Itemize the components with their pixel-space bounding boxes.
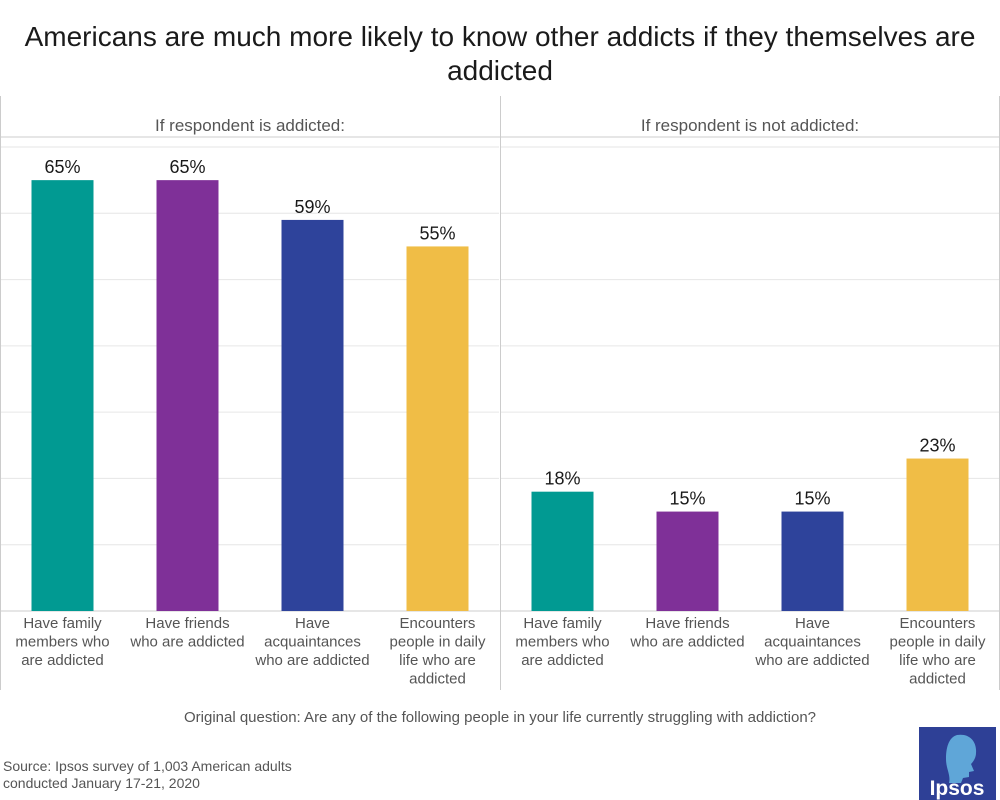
bar bbox=[31, 180, 94, 611]
category-label: Have acquaintances who are addicted bbox=[254, 615, 369, 669]
category-label: Have acquaintances who are addicted bbox=[754, 615, 869, 669]
value-label: 65% bbox=[169, 157, 205, 177]
value-label: 18% bbox=[544, 469, 580, 489]
bar bbox=[281, 219, 344, 611]
bar bbox=[781, 511, 844, 611]
source-note: Source: Ipsos survey of 1,003 American a… bbox=[3, 758, 363, 792]
source-line-2: conducted January 17-21, 2020 bbox=[3, 775, 200, 791]
chart-title: Americans are much more likely to know o… bbox=[24, 21, 976, 86]
bar bbox=[406, 246, 469, 611]
value-label: 15% bbox=[669, 489, 705, 509]
logo-profile-icon bbox=[946, 734, 977, 783]
value-label: 65% bbox=[44, 157, 80, 177]
bar bbox=[656, 511, 719, 611]
ipsos-logo: Ipsos bbox=[919, 727, 996, 800]
value-label: 23% bbox=[919, 436, 955, 456]
category-label: Encounters people in daily life who are add… bbox=[890, 615, 986, 688]
question-note: Original question: Are any of the follow… bbox=[183, 709, 817, 726]
panel-label: If respondent is not addicted: bbox=[641, 116, 859, 135]
bar bbox=[531, 491, 594, 611]
bar bbox=[156, 180, 219, 611]
chart-plot: If respondent is addicted: 65% Have family… bbox=[0, 96, 1000, 690]
category-label: Have family members who are addicted bbox=[515, 615, 609, 669]
source-line-1: Source: Ipsos survey of 1,003 American a… bbox=[3, 758, 292, 774]
value-label: 59% bbox=[294, 197, 330, 217]
bar bbox=[906, 458, 969, 611]
value-label: 15% bbox=[794, 489, 830, 509]
category-label: Encounters people in daily life who are add… bbox=[390, 615, 486, 688]
category-label: Have friends who are addicted bbox=[129, 615, 244, 651]
panel-label: If respondent is addicted: bbox=[155, 116, 345, 135]
category-label: Have friends who are addicted bbox=[629, 615, 744, 651]
logo-text: Ipsos bbox=[930, 777, 985, 800]
value-label: 55% bbox=[419, 223, 455, 243]
category-label: Have family members who are addicted bbox=[15, 615, 109, 669]
